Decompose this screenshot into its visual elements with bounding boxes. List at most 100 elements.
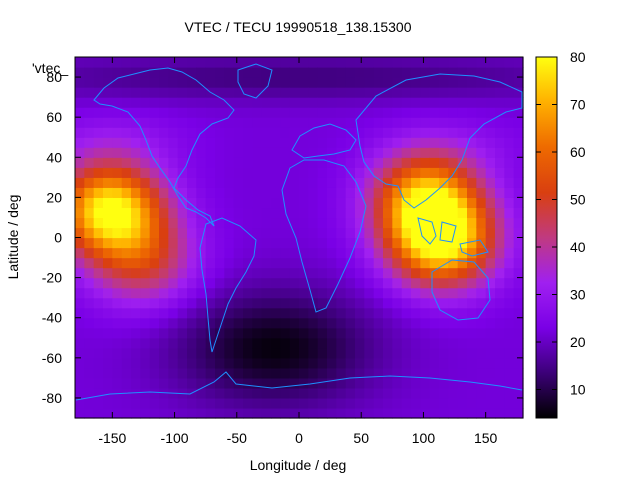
heatmap-cell (476, 137, 487, 148)
heatmap-cell (504, 237, 515, 249)
heatmap-cell (364, 207, 375, 219)
heatmap-cell (215, 367, 225, 379)
heatmap-cell (373, 207, 384, 219)
heatmap-cell (112, 407, 123, 419)
heatmap-cell (215, 227, 225, 239)
heatmap-cell (495, 117, 505, 128)
heatmap-cell (429, 347, 440, 359)
heatmap-cell (140, 87, 151, 98)
heatmap-cell (401, 287, 412, 299)
heatmap-cell (308, 307, 319, 319)
heatmap-cell (289, 117, 300, 128)
heatmap-cell (177, 367, 188, 379)
heatmap-cell (289, 147, 300, 158)
heatmap-cell (448, 157, 459, 168)
heatmap-cell (429, 397, 440, 409)
heatmap-cell (467, 267, 477, 279)
heatmap-cell (429, 87, 440, 98)
heatmap-cell (224, 167, 235, 178)
heatmap-cell (420, 187, 431, 198)
heatmap-cell (75, 97, 85, 108)
colorbar-tick-label: 50 (570, 192, 586, 208)
heatmap-cell (448, 317, 459, 329)
heatmap-cell (327, 367, 337, 379)
heatmap-cell (84, 377, 95, 389)
heatmap-cell (504, 107, 515, 118)
heatmap-cell (140, 407, 151, 419)
heatmap-cell (317, 77, 328, 88)
heatmap-cell (233, 187, 244, 198)
heatmap-cell (215, 147, 225, 158)
heatmap-cell (131, 97, 141, 108)
heatmap-cell (457, 407, 468, 419)
heatmap-cell (411, 147, 421, 158)
heatmap-cell (513, 237, 524, 249)
heatmap-cell (224, 227, 235, 239)
heatmap-cell (131, 177, 141, 188)
heatmap-cell (448, 207, 459, 219)
heatmap-cell (401, 177, 412, 188)
heatmap-cell (121, 57, 132, 68)
heatmap-cell (233, 147, 244, 158)
heatmap-cell (271, 377, 281, 389)
heatmap-cell (121, 197, 132, 209)
heatmap-cell (177, 397, 188, 409)
heatmap-cell (513, 367, 524, 379)
heatmap-cell (121, 407, 132, 419)
heatmap-cell (420, 197, 431, 209)
heatmap-cell (177, 257, 188, 269)
heatmap-cell (392, 127, 403, 138)
heatmap-cell (196, 277, 207, 289)
heatmap-cell (373, 127, 384, 138)
heatmap-cell (355, 107, 365, 118)
heatmap-cell (401, 317, 412, 329)
heatmap-cell (429, 97, 440, 108)
heatmap-cell (448, 197, 459, 209)
heatmap-cell (439, 67, 449, 78)
heatmap-cell (476, 347, 487, 359)
heatmap-cell (495, 57, 505, 68)
heatmap-cell (299, 267, 309, 279)
heatmap-cell (308, 327, 319, 339)
heatmap-cell (411, 277, 421, 289)
heatmap-cell (140, 397, 151, 409)
heatmap-cell (345, 77, 356, 88)
heatmap-cell (308, 357, 319, 369)
heatmap-cell (429, 217, 440, 229)
heatmap-cell (205, 307, 216, 319)
heatmap-cell (168, 317, 179, 329)
heatmap-cell (429, 297, 440, 309)
heatmap-cell (504, 267, 515, 279)
heatmap-cell (289, 77, 300, 88)
heatmap-cell (373, 347, 384, 359)
heatmap-cell (252, 347, 263, 359)
heatmap-cell (336, 127, 347, 138)
heatmap-cell (187, 187, 197, 198)
heatmap-cell (243, 297, 253, 309)
heatmap-cell (476, 187, 487, 198)
heatmap-cell (103, 387, 113, 399)
heatmap-cell (457, 97, 468, 108)
heatmap-cell (159, 317, 169, 329)
heatmap-cell (467, 347, 477, 359)
heatmap-cell (196, 347, 207, 359)
heatmap-cell (420, 297, 431, 309)
heatmap-cell (224, 217, 235, 229)
y-tick-label: -80 (42, 390, 62, 406)
heatmap-cell (196, 97, 207, 108)
heatmap-cell (271, 367, 281, 379)
heatmap-cell (495, 167, 505, 178)
heatmap-cell (289, 97, 300, 108)
heatmap-cell (205, 327, 216, 339)
heatmap-cell (121, 107, 132, 118)
heatmap-cell (84, 397, 95, 409)
heatmap-cell (140, 77, 151, 88)
heatmap-cell (401, 57, 412, 68)
heatmap-cell (233, 117, 244, 128)
heatmap-cell (224, 177, 235, 188)
heatmap-cell (252, 207, 263, 219)
heatmap-cell (271, 307, 281, 319)
heatmap-cell (420, 147, 431, 158)
heatmap-cell (327, 327, 337, 339)
